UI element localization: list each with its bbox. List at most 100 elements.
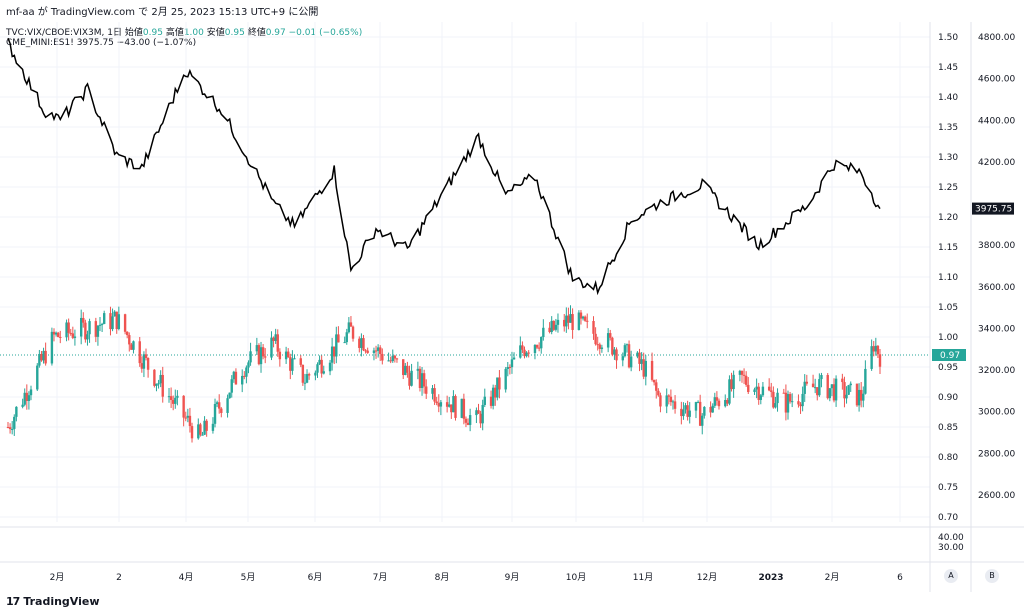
publish-line: mf-aa が TradingView.com で 2月 25, 2023 15… (6, 7, 319, 18)
candle-body (665, 395, 668, 407)
candle-body (299, 358, 302, 365)
candle-body (784, 392, 788, 413)
candle-body (757, 386, 760, 400)
legend-close-value: 0.97 (265, 28, 286, 38)
x-tick-label: 7月 (373, 572, 388, 583)
candle-body (125, 331, 129, 336)
auto-scale-button[interactable]: A (944, 569, 958, 583)
ratio-tick-label: 1.30 (938, 153, 958, 163)
candle-body (88, 321, 91, 335)
candle-body (29, 389, 33, 396)
ratio-tick-label: 1.35 (938, 123, 958, 133)
candle-body (96, 325, 100, 337)
candle-body (86, 334, 89, 340)
candle-body (197, 424, 200, 439)
candle-body (462, 398, 466, 419)
candle-body (686, 405, 689, 417)
candle-body (146, 358, 150, 370)
candle-body (510, 359, 514, 368)
candle-body (186, 415, 190, 418)
candle-body (381, 353, 384, 361)
candle-body (613, 349, 616, 355)
candle-body (155, 383, 158, 386)
candle-body (132, 341, 135, 350)
candle-body (205, 420, 208, 431)
candle-body (190, 426, 194, 439)
candle-body (234, 371, 238, 385)
legend-es-value: 3975.75 (76, 38, 114, 48)
candle-body (847, 385, 850, 395)
candle-body (713, 397, 717, 406)
tradingview-logo-icon: 17 (6, 595, 20, 608)
candle-body (878, 354, 882, 367)
candle-body (811, 383, 815, 388)
x-tick-label: 12月 (697, 572, 717, 583)
candle-body (416, 368, 420, 371)
candle-body (52, 331, 56, 335)
last-es-label: 3975.75 (975, 205, 1012, 215)
candle-body (406, 365, 409, 373)
candle-body (673, 401, 677, 409)
candle-body (98, 324, 102, 326)
candle-body (142, 354, 146, 369)
ratio-tick-label: 0.85 (938, 423, 958, 433)
candle-body (627, 344, 631, 368)
candle-body (540, 337, 543, 349)
candle-body (638, 352, 641, 364)
last-es-badge (972, 202, 1014, 215)
candle-body (801, 393, 804, 407)
candle-body (479, 413, 482, 424)
ratio-tick-label: 1.40 (938, 93, 958, 103)
candle-body (508, 367, 512, 369)
candle-body (581, 316, 585, 319)
candle-body (830, 384, 834, 389)
candle-body (404, 365, 407, 375)
candle-body (402, 359, 405, 375)
candle-body (69, 332, 72, 334)
candle-body (8, 427, 12, 430)
candle-body (71, 333, 75, 338)
candle-body (845, 394, 848, 399)
candle-body (859, 389, 863, 401)
candle-body (171, 399, 175, 404)
candle-body (362, 338, 365, 351)
candle-body (284, 351, 288, 360)
candle-body (448, 404, 451, 407)
candle-body (569, 314, 572, 323)
candle-body (786, 394, 790, 413)
scale-b-button[interactable]: B (985, 569, 999, 583)
candle-body (391, 355, 394, 362)
candle-body (439, 402, 443, 407)
candle-body (483, 396, 486, 405)
candle-body (583, 316, 587, 321)
candle-body (167, 396, 171, 398)
es-tick-label: 2800.00 (978, 449, 1015, 459)
candle-body (565, 315, 568, 327)
candle-body (454, 396, 457, 418)
candle-body (535, 345, 539, 348)
ratio-tick-label: 1.45 (938, 63, 958, 73)
candle-body (84, 322, 87, 340)
candle-body (600, 347, 604, 349)
candle-body (38, 353, 41, 366)
footer-brand[interactable]: 17 TradingView (6, 595, 100, 608)
legend-es-change: −43.00 (−1.07%) (116, 38, 197, 48)
tradingview-brand: TradingView (23, 595, 100, 608)
x-tick-label: 6 (897, 573, 903, 583)
candle-body (747, 384, 750, 392)
ratio-tick-label: 1.50 (938, 33, 958, 43)
candle-body (481, 404, 484, 424)
candle-body (307, 374, 311, 376)
candle-body (667, 395, 670, 397)
candle-body (241, 375, 244, 385)
candle-body (347, 322, 351, 333)
candle-body (169, 396, 173, 400)
candle-body (318, 359, 321, 365)
candle-body (857, 389, 861, 406)
candle-body (314, 372, 317, 376)
candle-body (345, 332, 348, 343)
candle-body (468, 415, 472, 425)
legend-high-label: 高値 (165, 28, 184, 38)
candle-body (494, 387, 497, 398)
